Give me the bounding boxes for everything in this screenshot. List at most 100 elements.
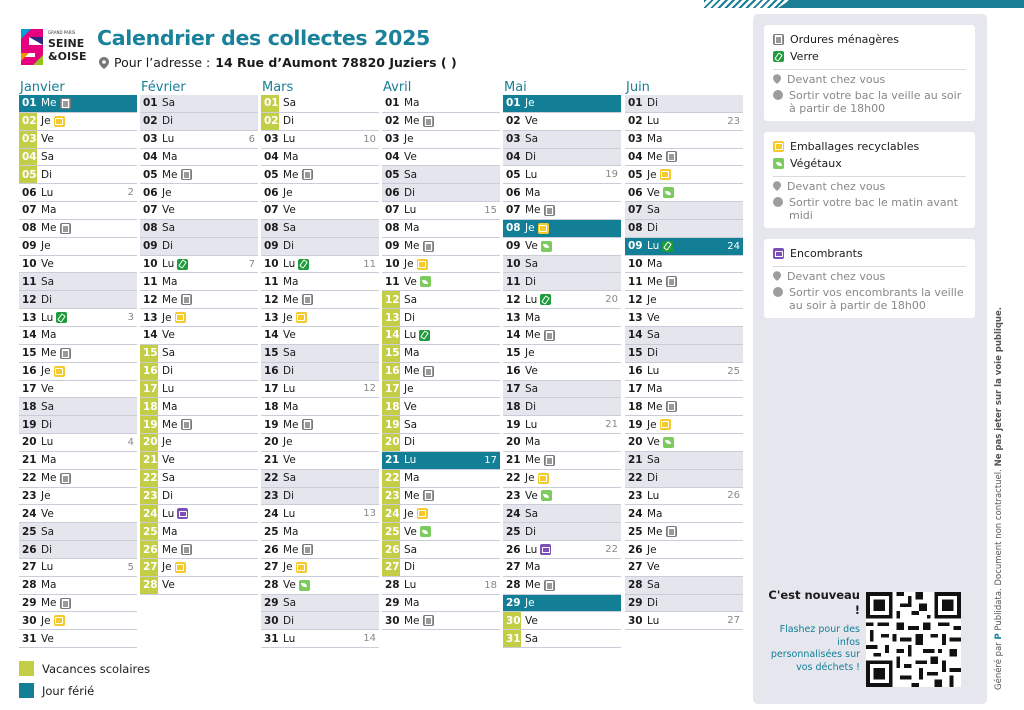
legend-ferie: Jour férié [19,683,94,698]
day-row: 24 Sa [503,505,621,524]
weekday: Lu [404,579,417,592]
day-number: 11 [385,275,400,288]
sofa-icon [177,508,189,520]
day-row: 15 Di [625,344,743,363]
week-number: 22 [605,544,618,556]
day-number: 04 [143,150,158,163]
day-number: 25 [628,525,643,538]
day-row: 26 Lu 22 [503,541,621,559]
day-number: 25 [264,525,279,538]
day-number: 12 [264,293,279,306]
day-row: 09 Di [140,237,258,256]
day-row: 29 Sa [261,594,379,613]
weekday: Ma [283,150,299,163]
week-number: 21 [605,419,618,431]
week-number: 3 [127,312,134,324]
address-line: Pour l’adresse : 14 Rue d’Aumont 78820 J… [99,55,457,70]
week-number: 27 [727,615,740,627]
day-row: 10 Sa [503,255,621,274]
card-line-time: Sortir vos encombrants la veille au soir… [773,286,966,312]
day-number: 12 [143,293,158,306]
glass-bottle-icon [177,258,189,270]
day-row: 23 Me [382,487,500,506]
day-number: 20 [22,436,37,449]
day-row: 05 Lu 19 [503,166,621,185]
qr-code[interactable] [866,592,961,687]
day-number: 05 [628,168,643,181]
weekday: Je [162,311,172,324]
day-number: 03 [143,133,158,146]
weekday: Je [525,597,535,610]
day-row: 10 Lu 7 [140,256,258,274]
weekday: Lu [647,614,660,627]
day-number: 05 [19,166,37,184]
day-number: 05 [385,168,400,181]
trash-bin-icon [301,169,313,181]
day-row: 22 Sa [140,469,258,488]
day-row: 23 Je [19,488,137,506]
day-number: 15 [22,347,37,360]
day-number: 10 [143,258,158,271]
day-number: 16 [22,365,37,378]
weekday: Di [647,222,659,235]
day-number: 16 [264,365,279,378]
day-row: 22 Je [503,470,621,488]
day-number: 14 [143,329,158,342]
weekday: Di [647,472,659,485]
day-number: 23 [264,489,279,502]
weekday: Ve [162,579,175,592]
weekday: Lu [647,489,660,502]
day-row: 04 Ma [140,149,258,167]
day-row: 25 Ma [140,523,258,542]
sofa-icon [773,248,784,259]
day-row: 28 Ve [140,576,258,595]
weekday: Me [41,472,57,485]
weekday: Me [162,418,178,431]
recycling-box-icon [295,561,307,573]
weekday: Ve [404,400,417,413]
day-number: 13 [506,311,521,324]
day-row: 17 Sa [503,380,621,399]
weekday: Di [162,365,174,378]
recycling-box-icon [295,312,307,324]
day-number: 26 [506,543,521,556]
day-number: 30 [22,614,37,627]
day-row: 14 Sa [625,326,743,345]
day-number: 17 [140,380,158,398]
location-text: Devant chez vous [787,73,886,86]
day-row: 21 Me [503,452,621,470]
day-row: 18 Ve [382,398,500,417]
weekday: Lu [162,258,175,271]
card-ordures-verre: Ordures ménagères Verre Devant chez vous… [764,25,975,121]
weekday: Ve [525,365,538,378]
weekday: Ve [41,632,54,645]
clock-icon [773,287,783,297]
weekday: Me [404,489,420,502]
weekday: Me [41,597,57,610]
card-line-time: Sortir votre bac la veille au soir à par… [773,89,966,115]
day-row: 01 Sa [261,95,379,113]
day-row: 27 Je [140,558,258,577]
recycling-box-icon [174,312,186,324]
week-number: 23 [727,115,740,127]
weekday: Ve [647,186,660,199]
week-number: 14 [363,633,376,645]
day-number: 03 [385,133,400,146]
day-number: 12 [382,291,400,309]
day-number: 13 [22,311,37,324]
location-pin-icon [99,56,109,69]
day-number: 04 [19,148,37,166]
day-number: 07 [143,204,158,217]
day-row: 24 Ve [19,505,137,524]
recycling-box-icon [416,258,428,270]
weekday: Ve [41,382,54,395]
month-column: Mai 01 Je 02 Ve 03 Sa 04 Di 05 Lu 19 06 Ma 07 Me 08 Je 09 V… [503,80,621,649]
trash-bin-icon [180,544,192,556]
glass-bottle-icon [662,240,674,252]
recycling-box-icon [416,508,428,520]
day-row: 01 Sa [140,95,258,113]
day-row: 27 Di [382,558,500,577]
day-number: 07 [385,204,400,217]
day-row: 12 Me [261,291,379,310]
weekday: Di [525,275,537,288]
